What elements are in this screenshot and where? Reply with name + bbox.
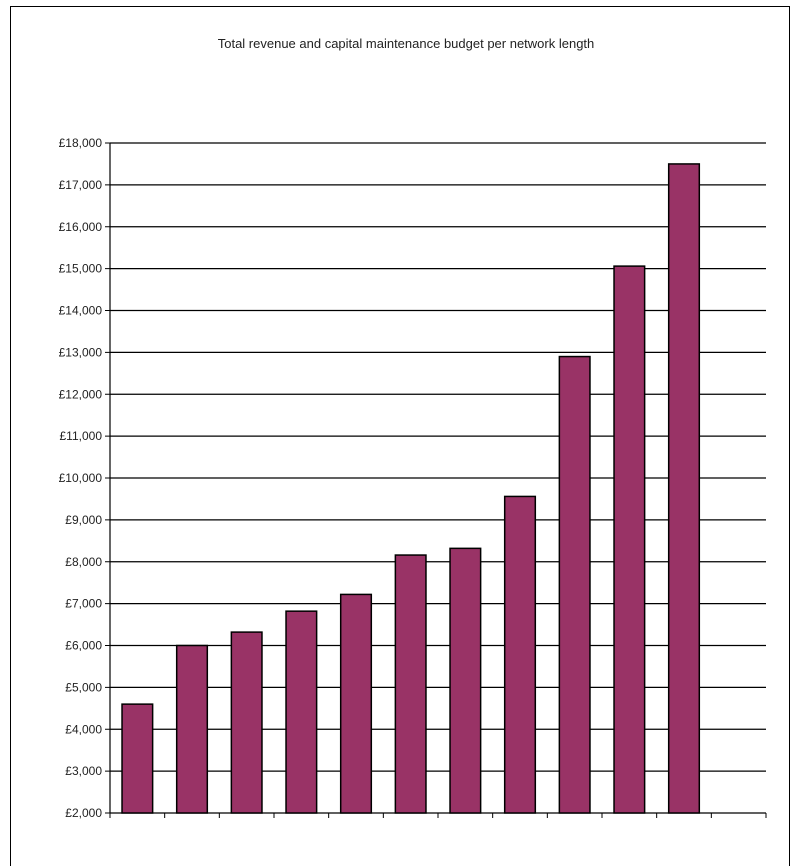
- y-tick-label: £7,000: [65, 597, 102, 611]
- y-tick-label: £5,000: [65, 680, 102, 694]
- y-tick-label: £11,000: [60, 429, 103, 443]
- y-tick-labels: £2,000 £3,000 £4,000 £5,000 £6,000 £7,000 £8,0…: [59, 136, 103, 820]
- y-tick-label: £8,000: [65, 555, 102, 569]
- y-tick-label: £16,000: [59, 220, 103, 234]
- bar: [121, 703, 154, 814]
- y-tick-label: £13,000: [59, 345, 103, 359]
- bars: [121, 163, 701, 814]
- axes: [105, 142, 767, 818]
- bar: [558, 355, 591, 814]
- chart-title: Total revenue and capital maintenance bu…: [218, 36, 595, 51]
- y-tick-label: £4,000: [65, 722, 102, 736]
- y-tick-label: £2,000: [65, 806, 102, 820]
- bar: [613, 265, 646, 814]
- y-tick-label: £15,000: [59, 262, 103, 276]
- chart-frame: [10, 6, 790, 866]
- y-tick-label: £17,000: [59, 178, 103, 192]
- y-tick-label: £14,000: [59, 304, 103, 318]
- bar: [230, 631, 263, 814]
- y-tick-label: £9,000: [65, 513, 102, 527]
- bar: [667, 163, 701, 814]
- bar: [449, 547, 482, 814]
- y-tick-label: £10,000: [59, 471, 103, 485]
- bar: [175, 644, 209, 814]
- y-tick-label: £3,000: [65, 764, 102, 778]
- bar: [285, 610, 318, 814]
- bar: [503, 495, 537, 814]
- bar: [339, 593, 373, 814]
- y-tick-label: £12,000: [59, 387, 103, 401]
- y-tick-label: £6,000: [65, 639, 102, 653]
- y-tick-label: £18,000: [59, 136, 103, 150]
- gridlines: [110, 142, 766, 814]
- bar: [394, 554, 427, 814]
